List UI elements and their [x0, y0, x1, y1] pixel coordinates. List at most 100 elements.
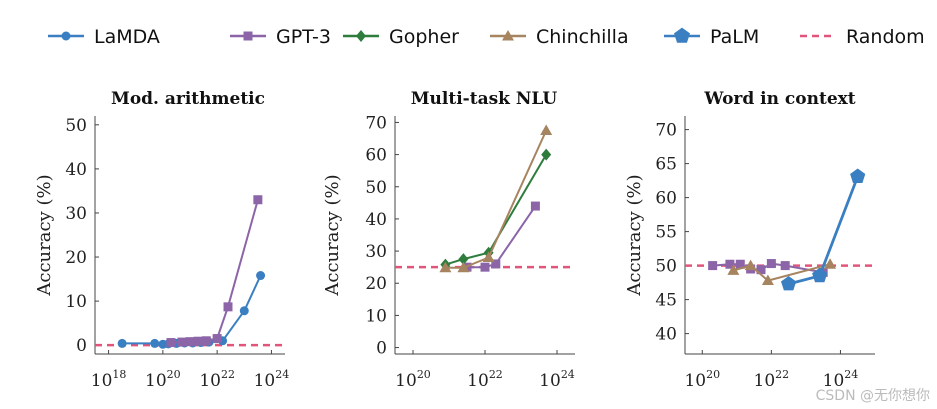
x-tick-label: 1022	[467, 368, 503, 391]
data-point	[530, 201, 540, 211]
y-tick-label: 60	[365, 146, 387, 166]
legend-label: GPT-3	[276, 26, 331, 48]
legend-label: Gopher	[389, 26, 459, 48]
legend-label: PaLM	[710, 26, 759, 48]
y-tick-label: 40	[65, 160, 87, 180]
y-tick-label: 0	[376, 339, 387, 359]
series-lamda	[117, 271, 266, 349]
data-point	[253, 195, 263, 205]
y-tick-label: 55	[655, 223, 677, 243]
series-line	[467, 205, 537, 269]
data-point	[744, 259, 757, 271]
data-point	[458, 253, 469, 266]
data-point	[457, 261, 470, 273]
data-point	[166, 338, 176, 348]
data-point	[766, 259, 776, 269]
y-tick-label: 20	[65, 248, 87, 268]
y-tick-label: 50	[655, 257, 677, 277]
panel-title: Word in context	[703, 89, 855, 109]
y-tick-label: 70	[365, 113, 387, 133]
x-tick-label: 1022	[199, 368, 235, 391]
data-point	[117, 338, 127, 348]
data-point	[185, 337, 195, 347]
data-point	[439, 261, 452, 273]
x-tick-label: 1024	[823, 368, 859, 391]
data-point	[256, 271, 266, 281]
watermark: CSDN @无你想你	[816, 388, 930, 404]
data-point	[150, 338, 160, 348]
y-tick-label: 30	[65, 204, 87, 224]
legend-label: Chinchilla	[536, 26, 629, 48]
legend-marker-triangle	[502, 30, 514, 41]
series-chinchilla	[439, 124, 553, 273]
legend-item-gpt-3: GPT-3	[230, 26, 331, 48]
series-line	[445, 130, 548, 269]
legend: LaMDA GPT-3 Gopher Chinchilla PaLM Random	[48, 26, 925, 48]
data-point	[727, 264, 740, 275]
y-tick-label: 10	[65, 292, 87, 312]
x-tick-label: 1024	[539, 368, 575, 391]
legend-item-lamda: LaMDA	[48, 26, 160, 48]
legend-marker-circle	[61, 31, 71, 41]
data-point	[812, 267, 828, 283]
data-point	[780, 261, 790, 271]
legend-marker-square	[243, 31, 253, 41]
y-axis-label: Accuracy (%)	[34, 174, 55, 296]
series-line	[122, 275, 262, 346]
legend-label: LaMDA	[94, 26, 160, 48]
data-point	[201, 336, 211, 346]
x-tick-label: 1020	[145, 368, 181, 391]
series-line	[733, 263, 831, 282]
series-line	[445, 154, 548, 266]
y-tick-label: 30	[365, 242, 387, 262]
data-point	[761, 274, 774, 286]
y-tick-label: 70	[655, 121, 677, 141]
data-point	[482, 251, 495, 263]
data-point	[725, 259, 735, 269]
data-point	[480, 262, 490, 272]
legend-marker-pentagon	[674, 27, 690, 43]
y-tick-label: 40	[365, 210, 387, 230]
data-point	[850, 168, 866, 183]
legend-marker-diamond	[356, 30, 366, 42]
series-palm	[781, 168, 866, 291]
data-point	[223, 302, 233, 312]
data-point	[735, 259, 745, 269]
data-point	[541, 148, 552, 161]
y-tick-label: 45	[655, 291, 677, 311]
data-point	[193, 336, 203, 346]
y-tick-label: 60	[655, 189, 677, 209]
y-axis-label: Accuracy (%)	[322, 174, 343, 296]
data-point	[824, 258, 837, 269]
legend-item-palm: PaLM	[664, 26, 759, 48]
data-point	[540, 124, 553, 135]
y-tick-label: 10	[365, 306, 387, 326]
data-point	[177, 337, 187, 347]
series-line	[170, 199, 259, 344]
data-point	[212, 334, 222, 344]
y-tick-label: 65	[655, 155, 677, 175]
legend-item-chinchilla: Chinchilla	[490, 26, 629, 48]
series-gpt-3	[166, 195, 263, 348]
series-gpt-3	[462, 201, 540, 272]
legend-label: Random	[846, 26, 925, 48]
legend-item-random: Random	[800, 26, 925, 48]
y-tick-label: 20	[365, 274, 387, 294]
panel-title: Multi-task NLU	[411, 89, 558, 109]
panel-3: Word in context Accuracy (%) 40 45 50 55 60 65 7…	[624, 89, 875, 391]
x-tick-label: 1022	[754, 368, 790, 391]
series-chinchilla	[727, 258, 837, 286]
y-tick-label: 0	[76, 336, 87, 356]
data-point	[756, 265, 766, 275]
x-tick-label: 1020	[395, 368, 431, 391]
y-axis-label: Accuracy (%)	[624, 174, 645, 296]
y-tick-label: 40	[655, 325, 677, 345]
y-tick-label: 50	[65, 116, 87, 136]
panel-title: Mod. arithmetic	[111, 89, 265, 109]
data-point	[239, 306, 249, 316]
x-tick-label: 1024	[254, 368, 290, 391]
